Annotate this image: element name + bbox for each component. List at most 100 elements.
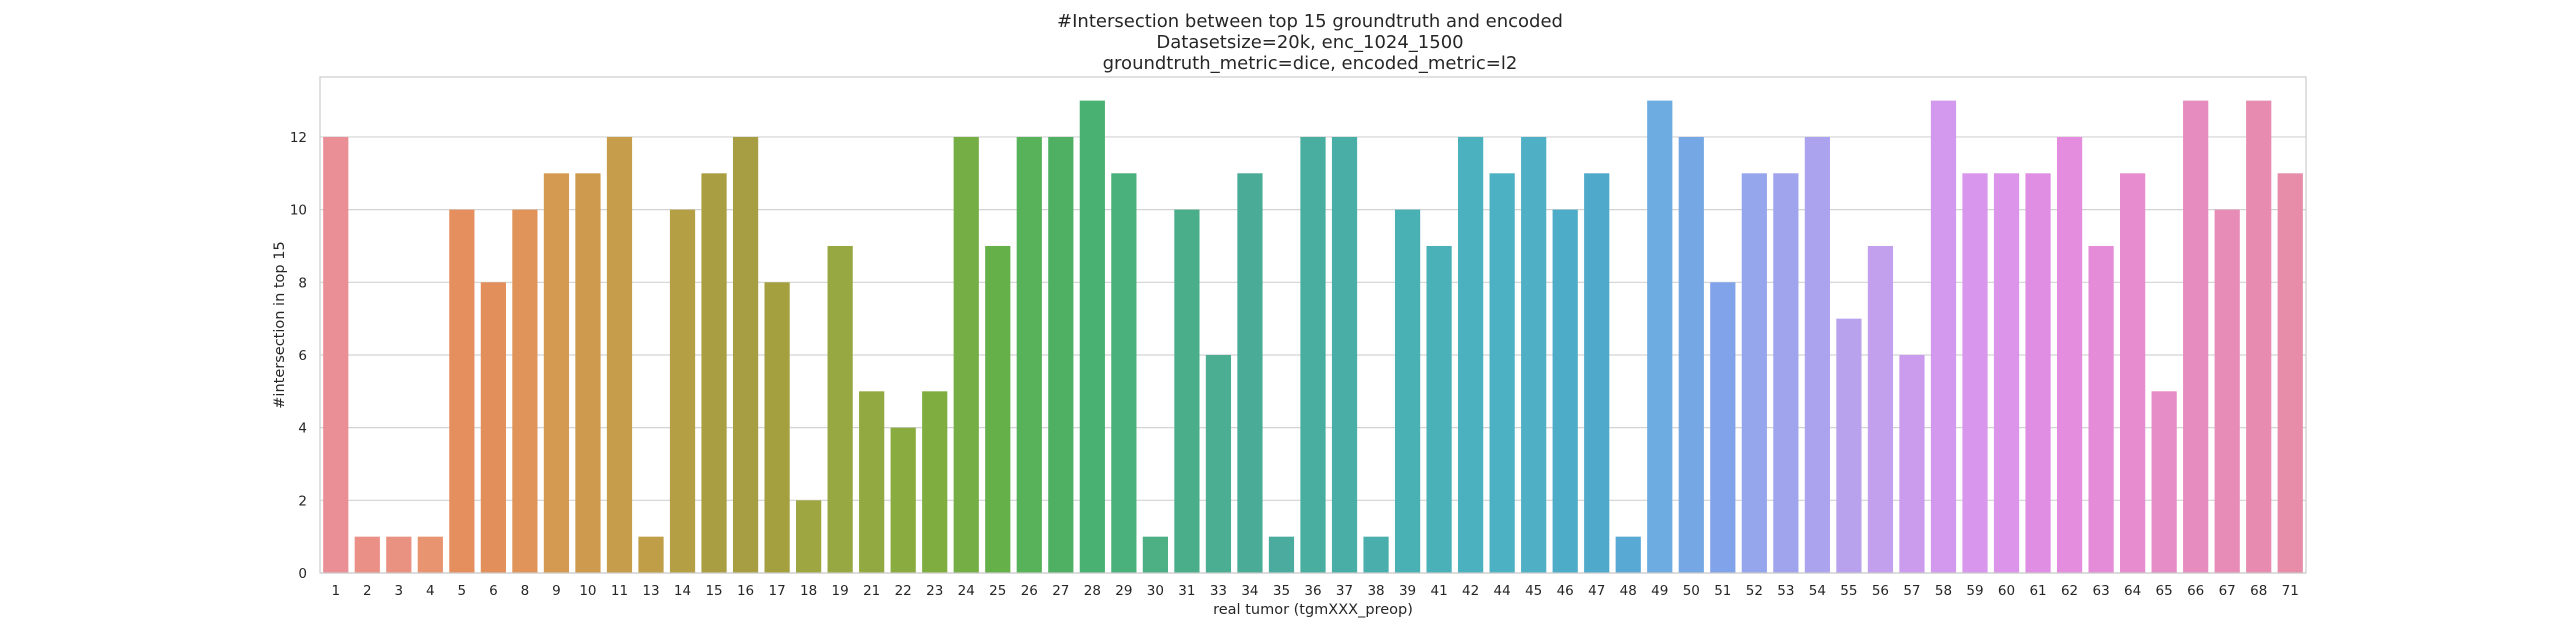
x-tick-label: 1 — [331, 583, 340, 599]
bar-25 — [985, 245, 1011, 573]
y-tick-label: 6 — [298, 348, 307, 364]
bar-17 — [764, 282, 790, 573]
bar-58 — [1930, 100, 1957, 573]
x-tick-label: 2 — [363, 583, 372, 599]
x-tick-label: 64 — [2124, 583, 2141, 599]
bar-57 — [1899, 354, 1925, 573]
x-tick-label: 53 — [1777, 583, 1794, 599]
bar-33 — [1205, 354, 1232, 573]
bar-49 — [1647, 100, 1673, 573]
x-tick-label: 34 — [1241, 583, 1258, 599]
bar-38 — [1363, 536, 1389, 573]
bar-39 — [1394, 209, 1421, 573]
bar-26 — [1016, 136, 1042, 573]
bar-51 — [1710, 282, 1736, 573]
x-tick-label: 59 — [1966, 583, 1983, 599]
x-tick-label: 39 — [1399, 583, 1416, 599]
bar-45 — [1521, 136, 1547, 573]
x-tick-label: 14 — [674, 583, 691, 599]
bar-22 — [890, 427, 916, 573]
bar-27 — [1048, 136, 1074, 573]
y-tick-labels: 0 2 4 6 8 10 12 — [290, 130, 307, 582]
x-tick-label: 28 — [1084, 583, 1101, 599]
x-tick-label: 5 — [458, 583, 467, 599]
bar-16 — [732, 136, 759, 573]
bar-34 — [1237, 173, 1263, 574]
bar-31 — [1174, 209, 1200, 573]
bar-6 — [480, 282, 506, 573]
bar-4 — [417, 536, 443, 573]
y-tick-label: 8 — [298, 275, 307, 291]
x-tick-label: 42 — [1462, 583, 1479, 599]
bar-36 — [1300, 136, 1326, 573]
bar-59 — [1962, 173, 1988, 574]
x-tick-label: 10 — [579, 583, 596, 599]
x-tick-label: 68 — [2250, 583, 2267, 599]
bar-60 — [1993, 173, 2020, 574]
bar-71 — [2277, 173, 2303, 574]
chart-title-line-2: Datasetsize=20k, enc_1024_1500 — [1156, 32, 1463, 53]
x-tick-label: 24 — [958, 583, 975, 599]
bar-52 — [1741, 173, 1767, 574]
bar-63 — [2088, 245, 2114, 573]
x-tick-label: 58 — [1935, 583, 1952, 599]
x-tick-label: 47 — [1588, 583, 1605, 599]
bar-50 — [1678, 136, 1704, 573]
x-tick-label: 6 — [489, 583, 498, 599]
y-tick-label: 10 — [290, 203, 307, 219]
x-tick-label: 13 — [642, 583, 659, 599]
x-tick-label: 4 — [426, 583, 435, 599]
x-tick-label: 23 — [926, 583, 943, 599]
bar-3 — [386, 536, 412, 573]
bar-44 — [1489, 173, 1515, 574]
x-tick-labels: 1 2 3 4 5 6 8 9 10 11 13 14 15 16 17 18 19 21 22 23 24 25 26 27… — [331, 583, 2298, 599]
y-tick-label: 0 — [298, 566, 307, 582]
bar-29 — [1111, 173, 1137, 574]
y-tick-label: 12 — [290, 130, 307, 146]
y-axis-label: #intersection in top 15 — [272, 241, 288, 408]
x-tick-label: 27 — [1052, 583, 1069, 599]
x-tick-label: 17 — [769, 583, 786, 599]
bar-62 — [2056, 136, 2083, 573]
bar-11 — [606, 136, 633, 573]
bar-47 — [1584, 173, 1610, 574]
x-tick-label: 36 — [1304, 583, 1321, 599]
bar-48 — [1615, 536, 1641, 573]
x-tick-label: 45 — [1525, 583, 1542, 599]
x-tick-label: 11 — [611, 583, 628, 599]
x-tick-label: 57 — [1903, 583, 1920, 599]
x-tick-label: 54 — [1809, 583, 1826, 599]
plot-frame — [319, 76, 2307, 574]
bar-61 — [2025, 173, 2051, 574]
x-tick-label: 46 — [1557, 583, 1574, 599]
bar-30 — [1142, 536, 1168, 573]
x-tick-label: 3 — [395, 583, 404, 599]
bar-2 — [354, 536, 380, 573]
x-tick-label: 48 — [1620, 583, 1637, 599]
x-tick-label: 9 — [552, 583, 561, 599]
x-tick-label: 18 — [800, 583, 817, 599]
bar-5 — [449, 209, 475, 573]
x-tick-label: 30 — [1147, 583, 1164, 599]
x-tick-label: 71 — [2282, 583, 2299, 599]
bar-54 — [1804, 136, 1830, 573]
chart-title-line-1: #Intersection between top 15 groundtruth… — [1057, 11, 1563, 32]
bar-42 — [1458, 136, 1484, 573]
bar-18 — [796, 500, 822, 573]
x-tick-label: 21 — [863, 583, 880, 599]
bar-10 — [575, 173, 601, 574]
x-tick-label: 50 — [1683, 583, 1700, 599]
bars — [323, 100, 2303, 574]
bar-67 — [2214, 209, 2240, 573]
bar-53 — [1773, 173, 1799, 574]
x-tick-label: 55 — [1840, 583, 1857, 599]
x-tick-label: 60 — [1998, 583, 2015, 599]
x-tick-label: 49 — [1651, 583, 1668, 599]
x-tick-label: 38 — [1367, 583, 1384, 599]
y-tick-label: 4 — [298, 421, 307, 437]
x-tick-label: 52 — [1746, 583, 1763, 599]
x-tick-label: 44 — [1494, 583, 1511, 599]
bar-1 — [323, 136, 349, 573]
bar-65 — [2151, 391, 2177, 573]
